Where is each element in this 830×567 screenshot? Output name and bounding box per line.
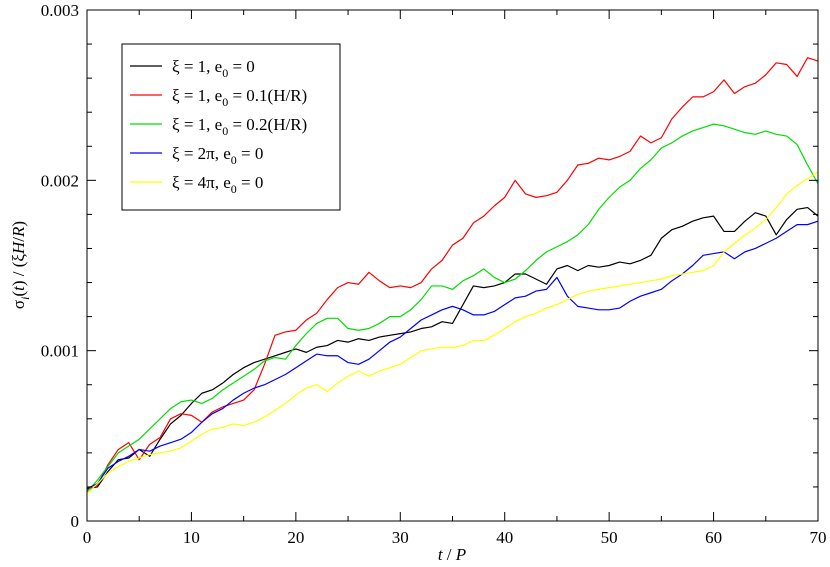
x-tick-label: 70 bbox=[810, 528, 827, 547]
legend-item: ξ = 2π, e0 = 0 bbox=[130, 144, 263, 167]
y-axis-title: σi(t) / (ξH/R) bbox=[9, 221, 32, 309]
x-tick-label: 50 bbox=[601, 528, 618, 547]
legend: ξ = 1, e0 = 0 ξ = 1, e0 = 0.1(H/R) ξ = 1, … bbox=[121, 43, 341, 211]
y-tick-label: 0.002 bbox=[41, 171, 79, 190]
legend-item: ξ = 1, e0 = 0.1(H/R) bbox=[130, 86, 307, 109]
x-tick-label: 10 bbox=[183, 528, 200, 547]
series-line-2 bbox=[86, 57, 819, 491]
x-tick-label: 40 bbox=[496, 528, 513, 547]
legend-label: ξ = 1, e0 = 0.2(H/R) bbox=[172, 115, 307, 138]
legend-item: ξ = 1, e0 = 0 bbox=[130, 57, 255, 80]
axis-tick-labels: 0 10 20 30 40 50 60 70 0 0.001 0.002 0.003 bbox=[41, 1, 827, 547]
legend-label: ξ = 1, e0 = 0.1(H/R) bbox=[172, 86, 307, 109]
series-layer bbox=[86, 57, 819, 495]
series-line-4 bbox=[86, 220, 819, 490]
x-tick-label: 60 bbox=[705, 528, 722, 547]
legend-label: ξ = 2π, e0 = 0 bbox=[172, 144, 263, 167]
series-line-1 bbox=[86, 206, 819, 490]
x-axis-title: t / P bbox=[438, 545, 466, 564]
legend-label: ξ = 1, e0 = 0 bbox=[172, 57, 255, 80]
y-tick-label: 0 bbox=[71, 512, 80, 531]
legend-item: ξ = 1, e0 = 0.2(H/R) bbox=[130, 115, 307, 138]
series-line-3 bbox=[86, 123, 819, 493]
series-line-5 bbox=[86, 171, 819, 495]
x-tick-label: 20 bbox=[287, 528, 304, 547]
axis-ticks bbox=[86, 9, 819, 522]
x-tick-label: 30 bbox=[392, 528, 409, 547]
y-tick-label: 0.001 bbox=[41, 342, 79, 361]
legend-item: ξ = 4π, e0 = 0 bbox=[130, 173, 263, 196]
legend-label: ξ = 4π, e0 = 0 bbox=[172, 173, 263, 196]
y-tick-label: 0.003 bbox=[41, 1, 79, 20]
x-tick-label: 0 bbox=[83, 528, 92, 547]
